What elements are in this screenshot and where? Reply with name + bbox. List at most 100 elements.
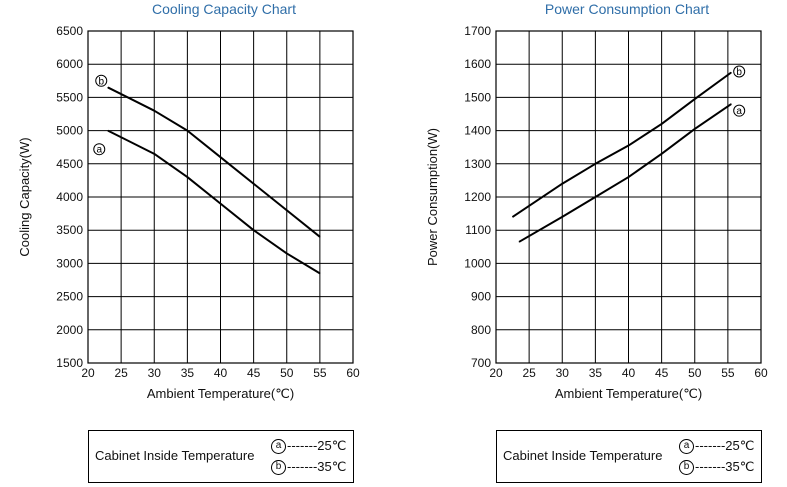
plot-frame xyxy=(495,30,762,364)
y-tick-label: 3000 xyxy=(56,256,83,270)
y-tick-label: 1500 xyxy=(56,356,83,370)
y-tick-label: 900 xyxy=(471,290,491,304)
y-tick-label: 800 xyxy=(471,323,491,337)
data-point-b xyxy=(253,183,255,185)
legend-entry-text: -------35℃ xyxy=(695,459,755,474)
y-tick-label: 5000 xyxy=(56,124,83,138)
legend-entry-text: -------35℃ xyxy=(287,459,347,474)
x-tick-label: 35 xyxy=(181,366,195,380)
marker-letter: a xyxy=(736,106,742,117)
y-axis-label: Cooling Capacity(W) xyxy=(17,137,32,256)
marker-circle xyxy=(733,104,746,117)
data-point-b xyxy=(319,236,321,238)
x-tick-label: 40 xyxy=(214,366,228,380)
y-tick-label: 1500 xyxy=(464,90,491,104)
chart-title: Cooling Capacity Chart xyxy=(152,1,296,17)
x-tick-label: 45 xyxy=(655,366,669,380)
legend-power: Cabinet Inside Temperature a -------25℃ b… xyxy=(496,430,762,483)
legend-entry-text: -------25℃ xyxy=(695,438,755,453)
data-point-b xyxy=(730,72,732,73)
data-point-b xyxy=(594,163,596,165)
data-point-b xyxy=(661,123,663,125)
x-tick-label: 45 xyxy=(247,366,261,380)
x-tick-label: 60 xyxy=(346,366,360,380)
x-tick-label: 50 xyxy=(688,366,702,380)
x-tick-label: 40 xyxy=(622,366,636,380)
marker-letter: b xyxy=(736,67,742,78)
y-tick-label: 6000 xyxy=(56,57,83,71)
data-point-a xyxy=(730,103,732,105)
data-point-a xyxy=(561,216,563,218)
legend-entry-b: b -------35℃ xyxy=(271,459,347,476)
x-tick-label: 55 xyxy=(721,366,735,380)
series-line-b xyxy=(107,86,321,238)
y-tick-label: 4500 xyxy=(56,157,83,171)
y-tick-label: 6500 xyxy=(56,24,83,38)
data-point-b xyxy=(512,216,514,218)
data-point-a xyxy=(186,176,188,178)
y-tick-label: 4000 xyxy=(56,190,83,204)
y-tick-label: 1600 xyxy=(464,57,491,71)
data-point-b xyxy=(694,98,696,100)
y-tick-label: 3500 xyxy=(56,223,83,237)
x-tick-label: 60 xyxy=(754,366,768,380)
x-tick-label: 20 xyxy=(489,366,503,380)
marker-a-icon: a xyxy=(679,439,694,455)
marker-letter: a xyxy=(96,145,102,156)
chart-title: Power Consumption Chart xyxy=(545,1,709,17)
marker-circle xyxy=(93,143,106,156)
plot-frame xyxy=(87,30,354,364)
legend-entry-text: -------25℃ xyxy=(287,438,347,453)
data-point-a xyxy=(661,153,663,155)
data-point-a xyxy=(594,196,596,198)
marker-b-icon: b xyxy=(679,460,694,476)
data-point-a xyxy=(107,130,109,132)
x-axis-label: Ambient Temperature(℃) xyxy=(555,386,702,401)
chart-1: 20 25 30 35 40 45 50 55 60 700 800 900 1000 1100 1200 1… xyxy=(425,1,768,401)
legend-entry-a: a -------25℃ xyxy=(271,438,347,455)
marker-a-icon: a xyxy=(93,143,106,156)
data-point-a xyxy=(628,176,629,178)
marker-b-icon: b xyxy=(733,65,746,78)
series-line-a xyxy=(518,103,732,243)
y-tick-label: 1700 xyxy=(464,24,491,38)
x-tick-label: 55 xyxy=(313,366,327,380)
legend-label: Cabinet Inside Temperature xyxy=(95,448,255,463)
legend-label: Cabinet Inside Temperature xyxy=(503,448,663,463)
data-point-a xyxy=(518,241,520,243)
x-tick-label: 50 xyxy=(280,366,294,380)
data-point-b xyxy=(220,156,221,158)
data-point-a xyxy=(153,153,155,155)
y-tick-label: 1000 xyxy=(464,256,491,270)
y-tick-label: 2000 xyxy=(56,323,83,337)
y-tick-label: 1200 xyxy=(464,190,491,204)
marker-b-icon: b xyxy=(95,74,108,87)
x-tick-label: 30 xyxy=(556,366,570,380)
series-line-b xyxy=(512,71,732,218)
y-axis-label: Power Consumption(W) xyxy=(425,128,440,266)
marker-circle xyxy=(95,74,108,87)
data-point-a xyxy=(319,272,321,274)
x-axis-label: Ambient Temperature(℃) xyxy=(147,386,294,401)
x-tick-label: 30 xyxy=(148,366,162,380)
x-tick-label: 35 xyxy=(589,366,603,380)
marker-b-icon: b xyxy=(271,460,286,476)
y-tick-label: 5500 xyxy=(56,90,83,104)
y-tick-label: 700 xyxy=(471,356,491,370)
marker-circle xyxy=(733,65,746,78)
data-point-a xyxy=(253,229,255,231)
y-tick-label: 1100 xyxy=(465,223,491,237)
x-tick-label: 25 xyxy=(114,366,128,380)
x-tick-label: 25 xyxy=(522,366,536,380)
y-tick-label: 1400 xyxy=(464,124,491,138)
data-point-b xyxy=(107,86,109,88)
legend-cooling: Cabinet Inside Temperature a -------25℃ b… xyxy=(88,430,354,483)
marker-letter: b xyxy=(98,76,104,87)
chart-0: 20 25 30 35 40 45 50 55 60 1500 2000 2500 3000 3500 40… xyxy=(17,1,360,401)
data-point-a xyxy=(694,128,696,130)
data-point-b xyxy=(561,183,563,185)
legend-entry-a: a -------25℃ xyxy=(679,438,755,455)
data-point-a xyxy=(286,252,288,254)
legend-entry-b: b -------35℃ xyxy=(679,459,755,476)
